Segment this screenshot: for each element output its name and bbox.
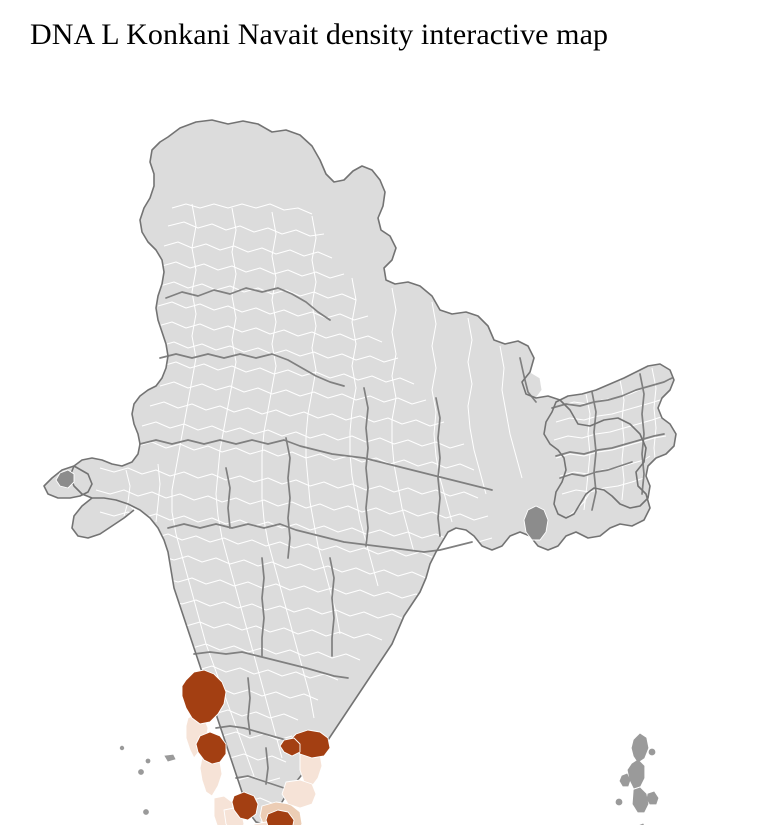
page-title: DNA L Konkani Navait density interactive… xyxy=(30,18,609,51)
district-border-mesh xyxy=(95,203,671,825)
island xyxy=(138,769,144,775)
island xyxy=(627,759,645,789)
island xyxy=(631,733,649,763)
delta-region-group xyxy=(55,469,549,541)
map-container[interactable] xyxy=(0,58,775,825)
island xyxy=(615,798,623,806)
island xyxy=(143,809,149,815)
india-district-choropleth-map[interactable] xyxy=(0,58,775,825)
district xyxy=(55,469,75,489)
islands-group xyxy=(119,733,659,825)
island xyxy=(145,758,151,764)
island xyxy=(646,791,659,805)
district xyxy=(523,505,549,541)
district xyxy=(231,791,259,821)
island xyxy=(632,787,649,813)
island xyxy=(119,745,125,751)
state-boundary-group xyxy=(139,287,673,793)
district xyxy=(281,779,317,809)
district xyxy=(181,669,227,725)
district xyxy=(279,737,301,757)
country-outline-group xyxy=(43,119,677,825)
district xyxy=(195,731,227,765)
island xyxy=(164,754,176,762)
district xyxy=(265,809,295,825)
high-density-district-group[interactable] xyxy=(181,669,331,825)
island xyxy=(648,748,656,756)
island xyxy=(619,773,631,787)
